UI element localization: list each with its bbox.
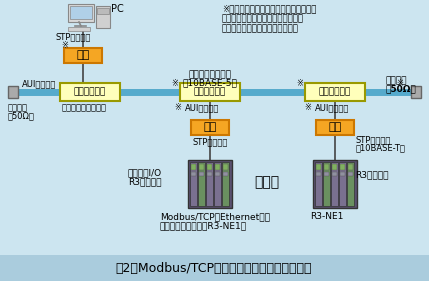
Text: R3シリーズ: R3シリーズ — [128, 177, 161, 186]
Text: ※、エム・システム技研推奨品をご用意
ください。推奨品についてはエム・
システム技研にご相談ください。: ※、エム・システム技研推奨品をご用意 ください。推奨品についてはエム・ システム… — [222, 4, 316, 34]
Text: STPケーブル: STPケーブル — [192, 137, 228, 146]
Bar — [223, 172, 228, 176]
Bar — [191, 120, 229, 135]
Text: R3シリーズ: R3シリーズ — [355, 170, 389, 179]
Bar — [0, 255, 429, 281]
Text: トランシーバ: トランシーバ — [74, 87, 106, 96]
Text: R3-NE1: R3-NE1 — [310, 212, 343, 221]
Text: （10BASE-5）: （10BASE-5） — [183, 78, 237, 87]
Text: STPケーブル: STPケーブル — [55, 32, 91, 41]
Bar — [324, 164, 329, 170]
Text: （50Ω）: （50Ω） — [385, 84, 416, 93]
Text: ハブ: ハブ — [203, 123, 217, 133]
Bar — [305, 83, 365, 101]
Bar — [191, 164, 196, 170]
Bar — [207, 164, 212, 170]
Bar — [206, 162, 213, 206]
Text: ※: ※ — [175, 103, 181, 112]
Text: AUIケーブル: AUIケーブル — [185, 103, 219, 112]
Bar — [198, 162, 205, 206]
Bar — [222, 162, 229, 206]
Bar — [215, 172, 220, 176]
Bar — [190, 162, 197, 206]
Bar — [8, 86, 18, 98]
Text: STPケーブル: STPケーブル — [356, 135, 391, 144]
Bar — [215, 164, 220, 170]
Text: トランシーバ: トランシーバ — [319, 87, 351, 96]
Text: トランシーバ: トランシーバ — [194, 87, 226, 96]
Text: （10BASE-T）: （10BASE-T） — [356, 143, 406, 152]
Bar — [214, 162, 221, 206]
Bar — [340, 164, 345, 170]
Bar — [331, 162, 338, 206]
Bar — [340, 172, 345, 176]
Bar — [339, 162, 346, 206]
Bar — [324, 172, 329, 176]
Text: ※: ※ — [61, 41, 68, 50]
Bar — [347, 162, 354, 206]
Bar — [316, 172, 321, 176]
Text: ※: ※ — [172, 79, 178, 88]
Bar — [68, 4, 94, 22]
Bar — [316, 164, 321, 170]
Bar — [332, 164, 337, 170]
Bar — [411, 86, 421, 98]
Bar — [64, 48, 102, 63]
Text: リモートI/O: リモートI/O — [128, 168, 162, 177]
Text: PC: PC — [111, 4, 124, 14]
Text: 終端抵抗: 終端抵抗 — [385, 76, 407, 85]
Bar — [332, 172, 337, 176]
Bar — [199, 164, 204, 170]
Text: Modbus/TCP（Ethernet）用: Modbus/TCP（Ethernet）用 — [160, 212, 270, 221]
Text: ハブ: ハブ — [76, 51, 90, 60]
Bar — [348, 164, 353, 170]
Bar — [207, 172, 212, 176]
Bar — [96, 6, 110, 28]
Bar — [191, 172, 196, 176]
Text: ※: ※ — [396, 79, 404, 88]
Text: （50Ω）: （50Ω） — [8, 111, 35, 120]
Bar — [188, 160, 232, 208]
Text: ※: ※ — [305, 103, 311, 112]
Text: ハブ: ハブ — [328, 123, 341, 133]
Text: イエローケーブル: イエローケーブル — [188, 70, 232, 79]
Text: AUIケーブル: AUIケーブル — [22, 79, 56, 88]
Bar — [68, 27, 90, 31]
Text: ・・・: ・・・ — [254, 175, 280, 189]
Bar — [315, 162, 322, 206]
Text: ※: ※ — [296, 79, 303, 88]
Text: 終端抵抗: 終端抵抗 — [8, 103, 28, 112]
Bar — [348, 172, 353, 176]
Bar — [316, 120, 354, 135]
Text: （イエロータップ）: （イエロータップ） — [62, 103, 107, 112]
Bar — [180, 83, 240, 101]
Bar — [97, 8, 109, 14]
Bar — [313, 160, 357, 208]
Bar — [223, 164, 228, 170]
Bar — [199, 172, 204, 176]
Bar — [323, 162, 330, 206]
Text: 図2　Modbus/TCPを使用した多重伝送システム: 図2 Modbus/TCPを使用した多重伝送システム — [116, 262, 312, 275]
Bar — [70, 6, 92, 19]
Bar — [60, 83, 120, 101]
Text: AUIケーブル: AUIケーブル — [315, 103, 349, 112]
Text: 通信カード（形式：R3-NE1）: 通信カード（形式：R3-NE1） — [160, 221, 247, 230]
